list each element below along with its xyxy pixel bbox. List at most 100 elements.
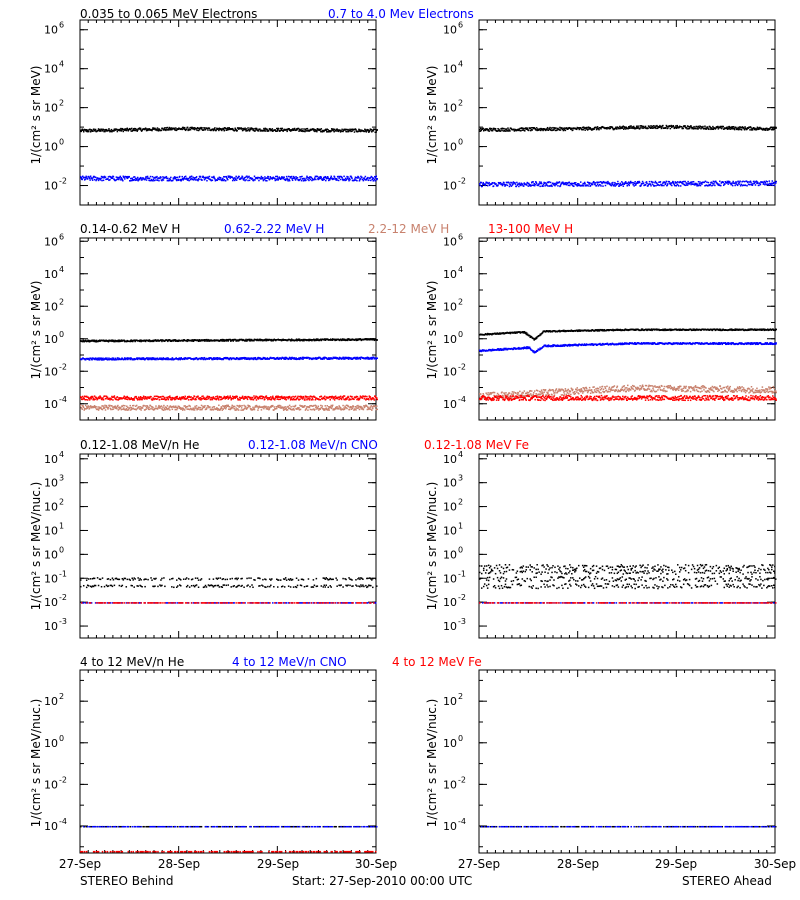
y-tick-exponent: 6: [59, 232, 64, 241]
data-point: [260, 409, 263, 411]
data-point: [93, 358, 96, 361]
data-point: [502, 130, 505, 132]
data-point: [102, 397, 104, 399]
data-point: [330, 177, 333, 179]
data-point: [326, 131, 328, 133]
data-point: [731, 125, 733, 128]
data-point: [227, 340, 230, 342]
data-point: [310, 129, 312, 131]
y-tick-label: 10: [44, 398, 58, 411]
data-point: [357, 176, 360, 178]
data-point: [329, 339, 331, 341]
data-point: [529, 127, 531, 130]
data-point: [649, 126, 651, 129]
data-point: [301, 405, 303, 407]
data-point: [240, 177, 243, 179]
data-point: [771, 182, 773, 185]
data-point: [564, 183, 567, 185]
data-point: [641, 125, 644, 128]
data-point: [279, 178, 282, 181]
data-point: [750, 183, 753, 185]
data-point: [547, 129, 550, 131]
data-point: [138, 340, 141, 343]
data-point: [596, 183, 599, 185]
data-point: [704, 180, 707, 183]
data-point: [177, 340, 180, 342]
data-point: [369, 177, 372, 179]
data-point: [266, 358, 268, 360]
data-point: [275, 358, 278, 360]
data-point: [641, 127, 643, 129]
data-point: [99, 179, 102, 181]
data-point: [227, 175, 230, 177]
data-point: [130, 127, 133, 130]
data-point: [151, 399, 154, 401]
data-point: [110, 177, 113, 180]
data-point: [487, 129, 489, 132]
data-point: [623, 126, 626, 128]
data-point: [612, 181, 614, 184]
data-point: [253, 175, 256, 178]
data-point: [221, 178, 224, 181]
data-point: [196, 129, 198, 132]
data-point: [123, 339, 126, 342]
data-point: [91, 406, 94, 408]
data-point: [707, 181, 710, 184]
xtick-left-4: 30-Sep: [355, 857, 397, 871]
data-point: [118, 397, 120, 399]
data-point: [347, 338, 349, 340]
data-point: [192, 339, 194, 341]
data-point: [348, 408, 351, 411]
series-1: [80, 126, 378, 134]
data-point: [183, 177, 185, 179]
data-point: [175, 178, 178, 181]
data-point: [587, 181, 590, 184]
data-point: [303, 339, 305, 342]
data-point: [129, 358, 131, 361]
data-point: [88, 399, 91, 401]
data-point: [198, 397, 201, 400]
data-point: [719, 125, 722, 128]
data-point: [164, 357, 166, 360]
data-point: [514, 183, 517, 185]
data-point: [721, 127, 723, 130]
data-point: [132, 407, 134, 410]
data-point: [200, 339, 203, 341]
data-point: [298, 178, 301, 181]
data-point: [168, 406, 171, 408]
data-point: [494, 128, 497, 130]
data-point: [149, 175, 152, 178]
data-point: [316, 358, 319, 360]
data-point: [233, 395, 236, 398]
data-point: [632, 182, 635, 184]
data-point: [287, 175, 290, 178]
data-point: [356, 177, 359, 179]
data-point: [207, 129, 209, 131]
data-point: [366, 338, 368, 340]
data-point: [748, 183, 750, 186]
data-point: [186, 397, 188, 400]
data-point: [556, 181, 558, 183]
data-point: [732, 128, 734, 130]
data-point: [84, 176, 87, 179]
data-point: [302, 338, 305, 341]
data-point: [104, 409, 107, 411]
data-point: [331, 405, 333, 408]
data-point: [175, 396, 178, 398]
data-point: [270, 396, 272, 398]
data-point: [93, 175, 95, 178]
data-point: [344, 358, 346, 360]
data-point: [152, 180, 154, 182]
data-point: [219, 396, 222, 398]
data-point: [297, 408, 300, 410]
data-point: [142, 357, 145, 359]
data-point: [753, 127, 755, 129]
data-point: [312, 128, 315, 131]
data-point: [192, 358, 195, 361]
data-point: [117, 178, 119, 180]
data-point: [520, 182, 523, 185]
data-point: [531, 129, 533, 131]
data-point: [562, 128, 564, 130]
data-point: [137, 179, 139, 182]
data-point: [349, 178, 351, 181]
